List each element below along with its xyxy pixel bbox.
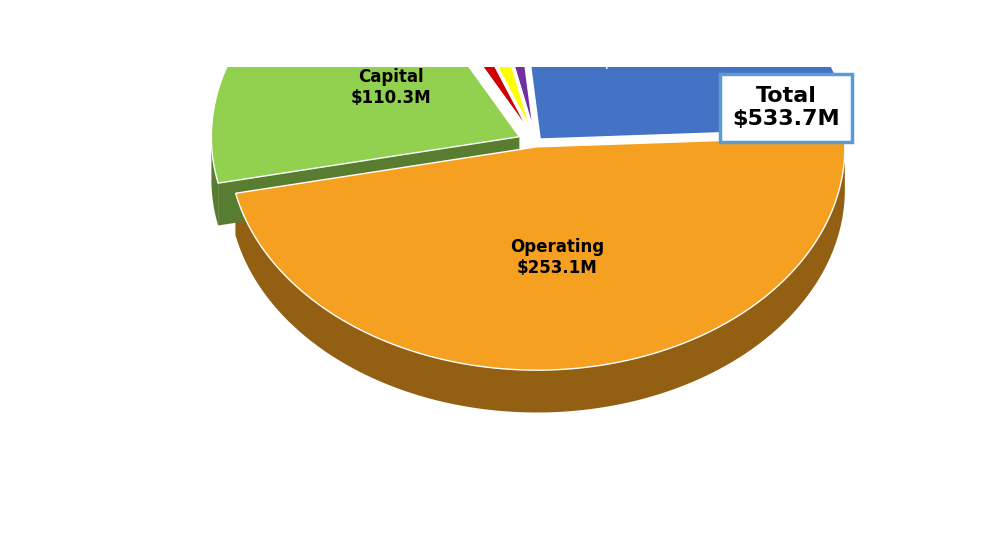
Polygon shape <box>218 137 519 225</box>
Polygon shape <box>511 0 847 139</box>
Text: Total
$533.7M: Total $533.7M <box>732 86 840 129</box>
Polygon shape <box>212 0 519 183</box>
Polygon shape <box>236 136 845 370</box>
Text: Operating
$253.1M: Operating $253.1M <box>510 238 604 277</box>
Text: Capital
$110.3M: Capital $110.3M <box>350 68 431 107</box>
Polygon shape <box>236 150 845 412</box>
Polygon shape <box>212 140 218 225</box>
Polygon shape <box>420 0 531 129</box>
Polygon shape <box>236 147 537 235</box>
Polygon shape <box>385 0 528 130</box>
Text: Waterworks
$137.4M: Waterworks $137.4M <box>584 32 697 71</box>
Polygon shape <box>467 0 533 129</box>
